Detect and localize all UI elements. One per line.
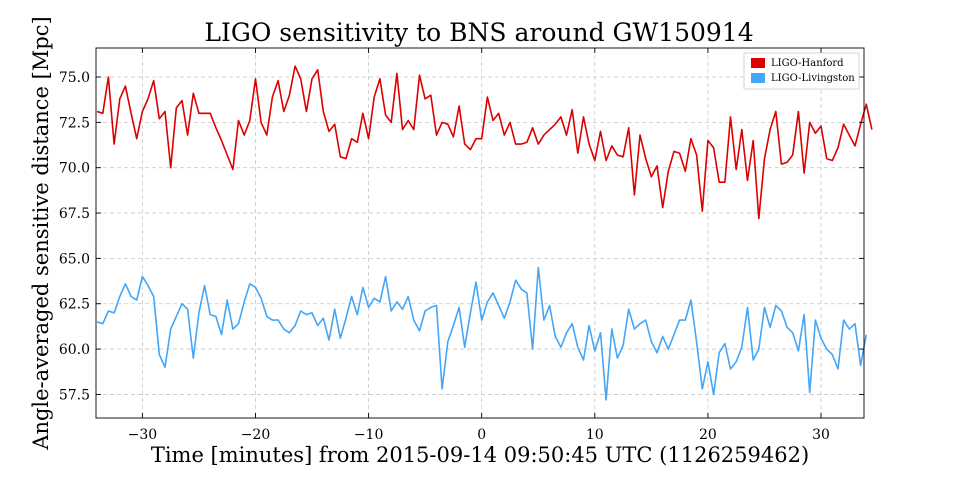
series-lines [96, 65, 873, 401]
legend-swatch-hanford [751, 58, 765, 68]
y-tick-label: 65.0 [59, 251, 90, 267]
legend-label-hanford: LIGO-Hanford [771, 58, 844, 69]
grid-lines [96, 48, 864, 418]
y-tick-label: 62.5 [59, 297, 90, 313]
y-tick-label: 75.0 [59, 70, 90, 86]
x-tick-label: −20 [241, 427, 271, 443]
x-axis-label: Time [minutes] from 2015-09-14 09:50:45 … [151, 443, 809, 467]
legend-label-livingston: LIGO-Livingston [771, 73, 855, 84]
y-tick-label: 67.5 [59, 206, 90, 222]
series-line-livingston [96, 266, 868, 401]
series-line-hanford [96, 65, 873, 220]
y-axis-label: Angle-averaged sensitive distance [Mpc] [29, 16, 53, 450]
legend: LIGO-Hanford LIGO-Livingston [743, 52, 860, 90]
y-tick-label: 70.0 [59, 161, 90, 177]
x-tick-label: 20 [699, 427, 717, 443]
x-tick-label: 0 [477, 427, 486, 443]
legend-swatch-livingston [751, 73, 765, 83]
x-tick-label: −30 [128, 427, 158, 443]
plot-frame [95, 47, 865, 419]
x-tick-label: −10 [354, 427, 384, 443]
y-tick-label: 60.0 [59, 342, 90, 358]
x-tick-label: 30 [812, 427, 830, 443]
axis-ticks: −30 −20 −10 0 10 20 30 57.5 60.0 62.5 65.0 67.5 70.0… [59, 48, 864, 443]
y-tick-label: 57.5 [59, 387, 90, 403]
x-tick-label: 10 [586, 427, 604, 443]
chart-title: LIGO sensitivity to BNS around GW150914 [204, 18, 753, 47]
y-tick-label: 72.5 [59, 115, 90, 131]
